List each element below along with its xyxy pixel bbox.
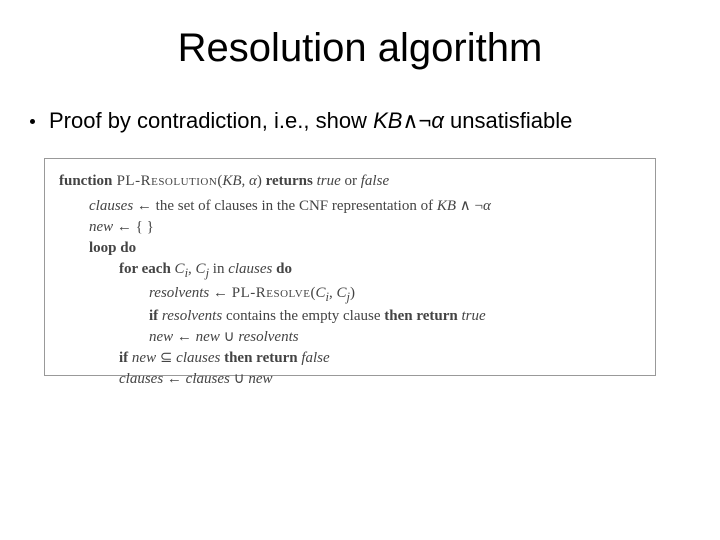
l6-assign: ← (209, 285, 232, 301)
l1-close: ) (257, 173, 266, 189)
kw-function: function (59, 173, 112, 189)
l2-assign: ← the set of clauses in the CNF represen… (133, 198, 437, 214)
algo-line-5: for each Ci, Cj in clauses do (59, 259, 641, 283)
l1-true: true (313, 173, 345, 189)
kw-foreach: for each (119, 261, 171, 277)
l7-mid: contains the empty clause (222, 308, 384, 324)
l10-clauses2: clauses (186, 371, 230, 387)
bullet-suffix: unsatisfiable (444, 108, 572, 133)
algo-line-3: new ← { } (59, 217, 641, 238)
algo-line-1: function PL-Resolution(KB, α) returns tr… (59, 171, 641, 192)
algo-line-10: clauses ← clauses ∪ new (59, 369, 641, 390)
l9-new: new (128, 350, 156, 366)
bullet-dot-icon (30, 119, 35, 124)
l7-resolvents: resolvents (158, 308, 222, 324)
l9-clauses: clauses (176, 350, 220, 366)
l1-alpha: α (249, 173, 257, 189)
l8-union: ∪ (220, 329, 238, 345)
bullet-kb: KB (373, 108, 402, 133)
l8-new2: new (196, 329, 220, 345)
fn-plresolve: PL-Resolve (232, 285, 311, 301)
kw-thenreturn1: then return (384, 308, 457, 324)
fn-plresolution: PL-Resolution (112, 173, 217, 189)
l5-cj: C (196, 261, 206, 277)
l1-kb: KB (222, 173, 241, 189)
bullet-alpha: α (431, 108, 444, 133)
algorithm-box: function PL-Resolution(KB, α) returns tr… (44, 158, 656, 376)
l5-comma: , (188, 261, 196, 277)
kw-if2: if (119, 350, 128, 366)
slide: Resolution algorithm Proof by contradict… (0, 0, 720, 540)
l1-comma: , (241, 173, 249, 189)
l10-union: ∪ (230, 371, 248, 387)
l6-close: ) (350, 285, 355, 301)
kw-returns: returns (266, 173, 313, 189)
l6-cj: C (336, 285, 346, 301)
l7-true: true (458, 308, 486, 324)
l3-assign: ← { } (113, 219, 154, 235)
algo-line-8: new ← new ∪ resolvents (59, 327, 641, 348)
l9-false: false (298, 350, 330, 366)
kw-do: do (272, 261, 292, 277)
kw-if1: if (149, 308, 158, 324)
l6-ci: C (315, 285, 325, 301)
bullet-neg: ¬ (419, 108, 432, 133)
l6-resolvents: resolvents (149, 285, 209, 301)
algo-line-9: if new ⊆ clauses then return false (59, 348, 641, 369)
algo-line-7: if resolvents contains the empty clause … (59, 306, 641, 327)
bullet-prefix: Proof by contradiction, i.e., show (49, 108, 373, 133)
l10-assign: ← (163, 371, 186, 387)
l9-sub: ⊆ (156, 350, 176, 366)
l8-assign: ← (173, 329, 196, 345)
l2-kb: KB (437, 198, 456, 214)
kw-thenreturn2: then return (220, 350, 297, 366)
l5-in: in (209, 261, 228, 277)
l2-clauses: clauses (89, 198, 133, 214)
algo-line-2: clauses ← the set of clauses in the CNF … (59, 196, 641, 217)
l1-false: false (357, 173, 389, 189)
l1-or: or (345, 173, 358, 189)
kw-loop: loop do (89, 240, 136, 256)
l2-and: ∧ ¬ (456, 198, 483, 214)
algo-line-4: loop do (59, 238, 641, 259)
page-title: Resolution algorithm (0, 26, 720, 71)
l8-new1: new (149, 329, 173, 345)
l10-clauses1: clauses (119, 371, 163, 387)
algo-line-6: resolvents ← PL-Resolve(Ci, Cj) (59, 283, 641, 307)
bullet-and: ∧ (402, 108, 418, 133)
bullet-text: Proof by contradiction, i.e., show KB∧¬α… (49, 108, 572, 134)
bullet-item: Proof by contradiction, i.e., show KB∧¬α… (30, 108, 572, 134)
l8-resolvents: resolvents (238, 329, 298, 345)
l3-new: new (89, 219, 113, 235)
l2-alpha: α (483, 198, 491, 214)
l5-ci: C (171, 261, 185, 277)
l5-clauses: clauses (228, 261, 272, 277)
l10-new: new (248, 371, 272, 387)
